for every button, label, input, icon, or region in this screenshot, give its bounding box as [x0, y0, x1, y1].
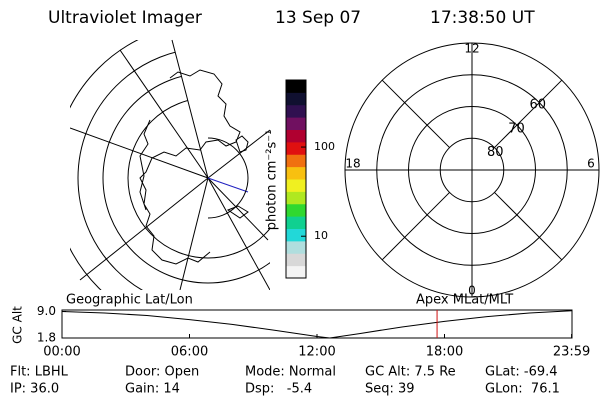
info-field: GLat: -69.4	[485, 365, 558, 380]
colorbar-segment	[286, 240, 306, 254]
info-field: Dsp: -5.4	[245, 382, 312, 397]
y-axis-label: GC Alt	[11, 306, 25, 344]
x-tick-label: 12:00	[298, 345, 335, 360]
colorbar-tick-label: 10	[314, 229, 328, 242]
mlt-label: 18	[345, 157, 360, 171]
info-field: GLon: 76.1	[485, 382, 560, 397]
info-field: Gain: 14	[125, 382, 180, 397]
colorbar-segment	[286, 104, 306, 118]
plot-frame	[61, 309, 573, 339]
polar-ring	[408, 106, 536, 234]
colorbar-segment	[286, 92, 306, 106]
title: Ultraviolet Imager	[48, 8, 202, 28]
colorbar-frame	[285, 79, 307, 279]
mlt-label: 12	[464, 42, 479, 56]
polar-spoke	[381, 79, 450, 148]
date: 13 Sep 07	[275, 8, 361, 28]
colorbar-segment	[286, 191, 306, 205]
x-tick-label: 06:00	[171, 345, 208, 360]
info-field: Door: Open	[125, 365, 199, 380]
left-label: Geographic Lat/Lon	[66, 293, 193, 308]
polar-spoke	[494, 192, 563, 261]
colorbar-segment	[286, 179, 306, 192]
y-tick-label: 1.8	[37, 331, 56, 345]
altitude-line	[61, 310, 572, 339]
right-label: Apex MLat/MLT	[416, 293, 513, 308]
colorbar-segment	[286, 117, 306, 130]
colorbar-segment	[286, 166, 306, 180]
info-field: IP: 36.0	[10, 382, 59, 397]
altitude-plot: Geographic Lat/Lon Apex MLat/MLT GC Alt 1.8…	[11, 293, 591, 360]
mlt-label: 6	[587, 157, 595, 171]
colorbar-segment	[286, 253, 306, 267]
x-tick-label: 23:59	[553, 345, 590, 360]
time: 17:38:50 UT	[430, 8, 535, 28]
info-field: GC Alt: 7.5 Re	[365, 365, 456, 380]
polar-ring	[439, 137, 505, 203]
geographic-map	[70, 39, 271, 290]
colorbar-segment	[286, 265, 306, 279]
polar-ring-label: 70	[508, 121, 525, 136]
colorbar-tick-label: 100	[314, 140, 335, 153]
info-panel: Flt: LBHL Door: Open Mode: Normal GC Alt: 7…	[10, 365, 560, 397]
colorbar-segment	[286, 203, 306, 217]
polar-ring-label: 60	[529, 98, 546, 113]
colorbar-segment	[286, 129, 306, 143]
colorbar-label: photon cm⁻²s⁻¹	[265, 130, 280, 231]
polar-ring-label: 80	[487, 145, 504, 160]
colorbar-segment	[286, 141, 306, 155]
colorbar: 10 100	[285, 79, 335, 279]
x-tick-label: 18:00	[426, 345, 463, 360]
polar-spoke	[381, 192, 450, 261]
colorbar-segment	[286, 80, 306, 93]
colorbar-segment	[286, 154, 306, 168]
info-field: Seq: 39	[365, 382, 415, 397]
mlt-label: 0	[468, 284, 476, 298]
info-field: Flt: LBHL	[10, 365, 69, 380]
info-field: Mode: Normal	[245, 365, 336, 380]
colorbar-segment	[286, 216, 306, 229]
y-tick-label: 9.0	[37, 304, 56, 318]
polar-spoke	[494, 79, 563, 148]
colorbar-segment	[286, 228, 306, 242]
x-tick-label: 00:00	[43, 345, 80, 360]
polar-ring	[376, 74, 568, 266]
